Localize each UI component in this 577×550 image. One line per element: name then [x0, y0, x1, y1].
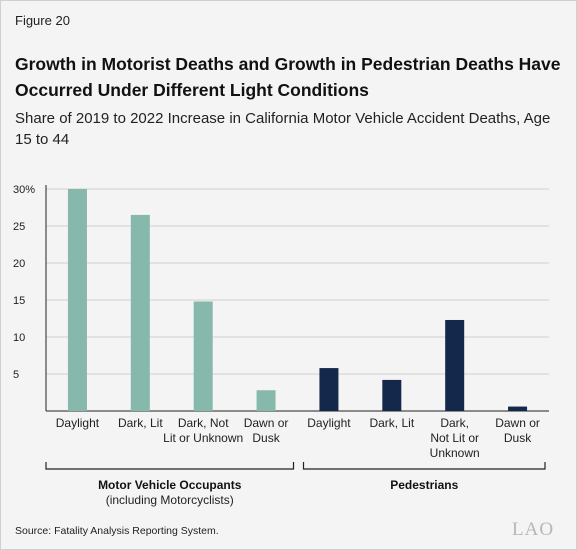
y-tick-label-4: 25 — [13, 221, 25, 233]
x-tick-label-0-0-0: Daylight — [56, 416, 100, 430]
source-note: Source: Fatality Analysis Reporting Syst… — [15, 525, 219, 537]
bar-0-1 — [130, 214, 150, 411]
group-label-0: Motor Vehicle Occupants — [98, 478, 242, 492]
bar-1-2 — [445, 319, 465, 411]
chart-title: Growth in Motorist Deaths and Growth in … — [15, 54, 561, 100]
y-tick-label-5: 30% — [13, 184, 35, 196]
bar-0-2 — [193, 301, 213, 411]
x-tick-label-1-2-2: Unknown — [430, 446, 480, 460]
y-tick-label-3: 20 — [13, 258, 25, 270]
x-tick-label-0-3-0: Dawn or — [244, 416, 289, 430]
x-tick-label-1-1-0: Dark, Lit — [369, 416, 414, 430]
x-tick-label-1-0-0: Daylight — [307, 416, 351, 430]
bar-1-0 — [319, 368, 339, 411]
group-label-1: Pedestrians — [390, 478, 458, 492]
x-tick-label-0-3-1: Dusk — [252, 431, 280, 445]
bar-0-0 — [67, 189, 87, 411]
chart-subtitle: Share of 2019 to 2022 Increase in Califo… — [15, 110, 551, 148]
x-tick-label-0-2-1: Lit or Unknown — [163, 431, 243, 445]
x-tick-label-1-2-1: Not Lit or — [430, 431, 479, 445]
y-tick-label-1: 10 — [13, 332, 25, 344]
group-note-0: (including Motorcyclists) — [106, 493, 234, 507]
figure-label: Figure 20 — [15, 13, 70, 28]
x-tick-label-0-1-0: Dark, Lit — [118, 416, 163, 430]
bar-1-1 — [382, 379, 402, 411]
group-bracket-1 — [302, 462, 546, 470]
x-tick-label-1-2-0: Dark, — [440, 416, 469, 430]
bar-1-3 — [508, 406, 528, 411]
group-bracket-0 — [45, 462, 295, 470]
x-tick-label-1-3-1: Dusk — [504, 431, 532, 445]
y-tick-label-2: 15 — [13, 295, 25, 307]
x-tick-label-0-2-0: Dark, Not — [178, 416, 229, 430]
bar-chart: 5 10 15 20 25 30% Daylight Dark, Lit Dark, NotLi… — [13, 184, 549, 507]
bar-0-3 — [256, 390, 276, 411]
lao-logo: LAO — [512, 519, 555, 540]
y-tick-label-0: 5 — [13, 369, 19, 381]
x-tick-label-1-3-0: Dawn or — [495, 416, 540, 430]
